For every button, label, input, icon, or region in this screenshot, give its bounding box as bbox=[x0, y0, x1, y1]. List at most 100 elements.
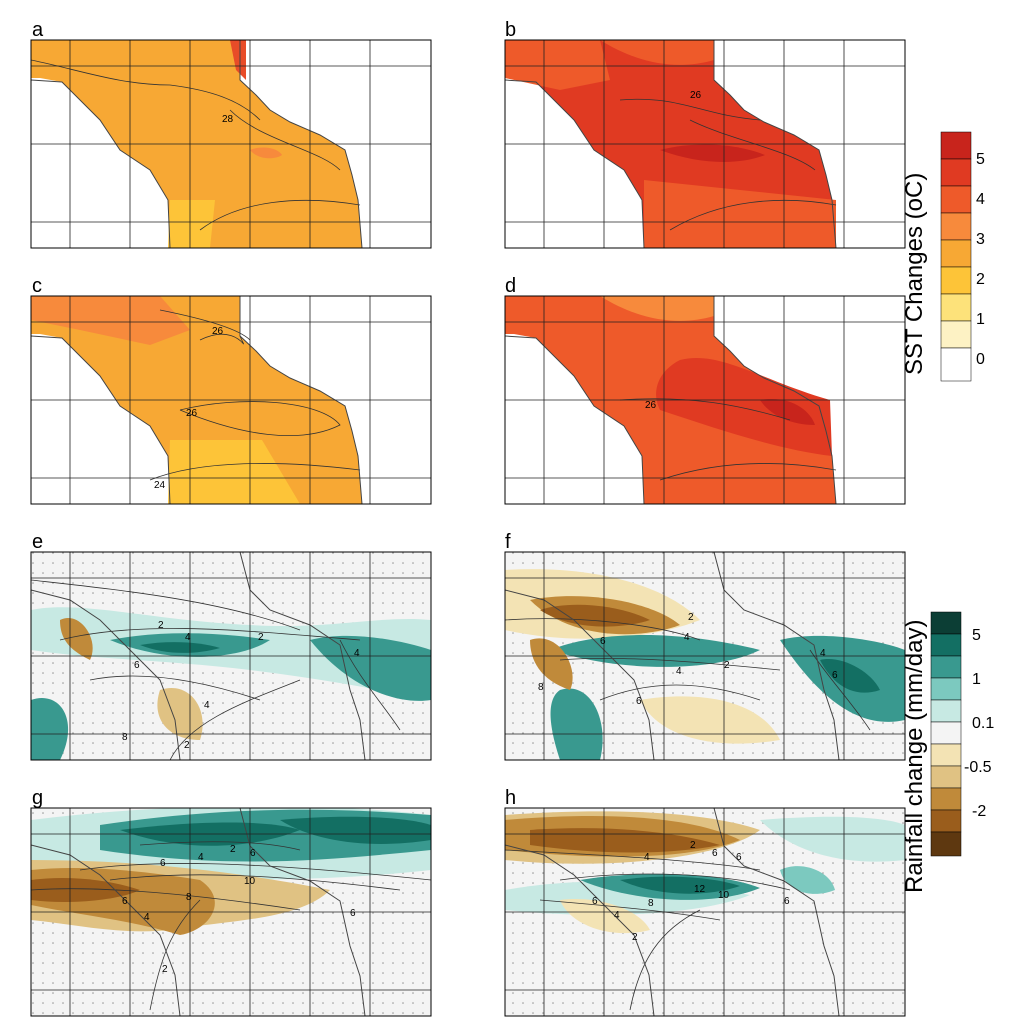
contour-label: 4 bbox=[614, 910, 620, 921]
contour-label: 6 bbox=[134, 660, 140, 671]
contour-label: 2 bbox=[158, 620, 164, 631]
contour-label: 4 bbox=[820, 648, 826, 659]
contour-label: 4 bbox=[354, 648, 360, 659]
sst-colorbar-title: SST Changes (oC) bbox=[901, 173, 928, 375]
rain-tick-label: -0.5 bbox=[964, 759, 992, 776]
rain-tick-label: 5 bbox=[972, 627, 981, 644]
sst-colorbar-bin bbox=[940, 320, 972, 349]
contour-label: 4 bbox=[204, 700, 210, 711]
sst-colorbar: 5 4 3 2 1 0 SST Changes (oC) bbox=[901, 131, 985, 382]
contour-label: 2 bbox=[632, 932, 638, 943]
contour-label: 28 bbox=[222, 114, 234, 125]
panel-label: a bbox=[32, 19, 44, 41]
rain-colorbar-bin bbox=[930, 743, 962, 767]
contour-label: 6 bbox=[636, 696, 642, 707]
contour-label: 26 bbox=[645, 400, 657, 411]
panel-label: d bbox=[505, 275, 516, 297]
contour-label: 4 bbox=[198, 852, 204, 863]
rain-colorbar-bin bbox=[930, 677, 962, 701]
panel-label: b bbox=[505, 19, 516, 41]
panel-d: 26 bbox=[505, 296, 905, 504]
contour-label: 8 bbox=[122, 732, 128, 743]
panel-label: c bbox=[32, 275, 42, 297]
grid-lines bbox=[505, 296, 905, 504]
panel-h: 2 4 6 6 12 10 8 6 4 6 2 bbox=[505, 808, 905, 1016]
contour-label: 6 bbox=[122, 896, 128, 907]
panel-label: h bbox=[505, 787, 516, 809]
sst-colorbar-bin bbox=[940, 185, 972, 214]
sst-tick-label: 5 bbox=[976, 151, 985, 168]
sst-colorbar-bin bbox=[940, 212, 972, 241]
contour-label: 2 bbox=[724, 660, 730, 671]
sst-colorbar-bin bbox=[940, 293, 972, 322]
sst-tick-label: 2 bbox=[976, 271, 985, 288]
rain-colorbar-bin bbox=[930, 765, 962, 789]
contour-label: 6 bbox=[350, 908, 356, 919]
rain-colorbar-bin bbox=[930, 809, 962, 833]
grid-lines bbox=[31, 40, 431, 248]
rain-tick-label: 0.1 bbox=[972, 715, 994, 732]
contour-label: 4 bbox=[684, 632, 690, 643]
grid-lines bbox=[31, 808, 431, 1016]
contour-label: 12 bbox=[694, 884, 706, 895]
contour-label: 26 bbox=[690, 90, 702, 101]
contour-label: 4 bbox=[185, 632, 191, 643]
contour-label: 10 bbox=[244, 876, 256, 887]
panel-label: e bbox=[32, 531, 43, 553]
rain-colorbar-bin bbox=[930, 611, 962, 635]
contour-label: 6 bbox=[250, 848, 256, 859]
grid-lines bbox=[31, 296, 431, 504]
grid-lines bbox=[505, 808, 905, 1016]
contour-label: 2 bbox=[184, 740, 190, 751]
contour-label: 8 bbox=[186, 892, 192, 903]
contour-label: 6 bbox=[736, 852, 742, 863]
sst-tick-label: 0 bbox=[976, 351, 985, 368]
panel-c: 26 26 24 bbox=[31, 296, 431, 504]
contour-label: 2 bbox=[258, 632, 264, 643]
rain-colorbar-bin bbox=[930, 831, 962, 857]
contour-label: 8 bbox=[648, 898, 654, 909]
contour-label: 10 bbox=[718, 890, 730, 901]
sst-tick-label: 3 bbox=[976, 231, 985, 248]
panel-a: 28 bbox=[31, 40, 431, 248]
rain-colorbar: 5 1 0.1 -0.5 -2 Rainfall change (mm/day) bbox=[901, 611, 994, 893]
rain-tick-label: 1 bbox=[972, 671, 981, 688]
rain-colorbar-title: Rainfall change (mm/day) bbox=[901, 620, 928, 893]
rain-colorbar-bin bbox=[930, 633, 962, 657]
panel-f: 2 4 6 4 2 4 6 6 8 bbox=[505, 552, 905, 760]
sst-colorbar-bin bbox=[940, 158, 972, 187]
contour-label: 2 bbox=[162, 964, 168, 975]
grid-lines bbox=[505, 552, 905, 760]
contour-label: 4 bbox=[676, 666, 682, 677]
sst-colorbar-bin bbox=[940, 347, 972, 382]
contour-label: 6 bbox=[600, 636, 606, 647]
rain-colorbar-bin bbox=[930, 655, 962, 679]
contour-label: 4 bbox=[144, 912, 150, 923]
grid-lines bbox=[505, 40, 905, 248]
contour-label: 2 bbox=[690, 840, 696, 851]
contour-label: 2 bbox=[688, 612, 694, 623]
rain-tick-label: -2 bbox=[972, 803, 986, 820]
contour-label: 2 bbox=[230, 844, 236, 855]
sst-colorbar-bin bbox=[940, 131, 972, 160]
grid-lines bbox=[31, 552, 431, 760]
panel-label: g bbox=[32, 787, 43, 809]
rain-colorbar-bin bbox=[930, 699, 962, 723]
contour-label: 6 bbox=[784, 896, 790, 907]
sst-tick-label: 4 bbox=[976, 191, 985, 208]
contour-label: 6 bbox=[712, 848, 718, 859]
contour-label: 4 bbox=[644, 852, 650, 863]
panel-label: f bbox=[505, 531, 511, 553]
sst-tick-label: 1 bbox=[976, 311, 985, 328]
panel-g: 2 4 6 6 10 8 6 4 6 2 bbox=[31, 808, 431, 1016]
contour-label: 6 bbox=[160, 858, 166, 869]
contour-label: 8 bbox=[538, 682, 544, 693]
sst-colorbar-bin bbox=[940, 266, 972, 295]
contour-label: 26 bbox=[186, 408, 198, 419]
contour-label: 24 bbox=[154, 480, 166, 491]
rain-colorbar-bin bbox=[930, 721, 962, 745]
contour-label: 6 bbox=[832, 670, 838, 681]
sst-colorbar-bin bbox=[940, 239, 972, 268]
panel-b: 26 bbox=[505, 40, 905, 248]
